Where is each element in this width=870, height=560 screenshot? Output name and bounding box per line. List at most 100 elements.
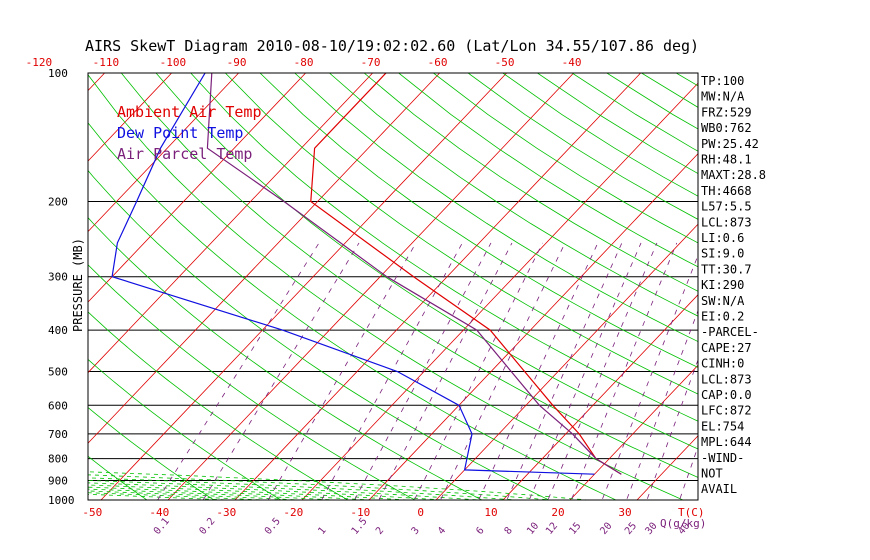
mixing-ratio-label: 12	[544, 521, 560, 537]
index-entry: CINH:0	[701, 357, 744, 371]
mixing-ratio-label: 25	[623, 521, 639, 537]
mixing-ratio-line	[506, 242, 623, 500]
mixing-ratio-label: 3	[410, 525, 422, 537]
mixing-ratio-label: 15	[567, 521, 583, 537]
mixing-ratio-line	[646, 358, 698, 500]
top-temp-tick-label: -60	[428, 56, 448, 69]
mixing-ratio-label: 10	[525, 521, 541, 537]
series-ambient-air-temp	[310, 73, 622, 475]
mixing-ratio-label: 8	[503, 525, 515, 537]
chart-title: AIRS SkewT Diagram 2010-08-10/19:02:02.6…	[85, 37, 699, 55]
mixing-ratio-label: 1.5	[350, 516, 370, 537]
index-entry: LCL:873	[701, 215, 752, 229]
dry-adiabat-line	[88, 311, 349, 500]
top-temp-tick-label: -80	[294, 56, 314, 69]
dry-adiabat-line	[190, 73, 698, 422]
pressure-tick-label: 200	[48, 196, 68, 209]
pressure-tick-label: 400	[48, 324, 68, 337]
mixing-ratio-line	[679, 445, 698, 500]
top-temp-tick-label: -40	[562, 56, 582, 69]
dry-adiabat-line	[746, 73, 870, 509]
bottom-temp-tick-label: 20	[551, 506, 564, 519]
bottom-temp-tick-label: -20	[283, 506, 303, 519]
dry-adiabat-line	[88, 217, 483, 500]
isotherm-line	[435, 223, 698, 500]
mixing-ratio-label: 0.2	[197, 516, 217, 537]
moist-adiabat-line	[88, 474, 556, 500]
isotherm-line	[88, 73, 373, 374]
isotherm-line	[167, 73, 574, 500]
plot-frame	[87, 72, 699, 501]
pressure-tick-label: 100	[48, 67, 68, 80]
dry-adiabat-line	[780, 73, 870, 509]
mixing-ratio-label: 4	[436, 525, 448, 537]
dry-adiabat-line	[294, 73, 698, 342]
top-temp-tick-label: -120	[26, 56, 53, 69]
index-entry: NOT	[701, 467, 723, 481]
x-axis-unit-label: T(C)	[678, 506, 705, 519]
dry-adiabat-line	[815, 73, 870, 509]
top-temp-tick-label: -110	[93, 56, 120, 69]
index-entry: MAXT:28.8	[701, 168, 766, 182]
isotherm-line	[234, 73, 641, 500]
mixing-ratio-line	[413, 242, 543, 500]
index-entry: EI:0.2	[701, 310, 744, 324]
mixing-ratio-line	[202, 242, 360, 500]
bottom-temp-tick-label: -50	[82, 506, 102, 519]
dry-adiabat-line	[433, 73, 698, 244]
index-entry: PW:25.42	[701, 137, 759, 151]
dry-adiabat-line	[88, 169, 550, 500]
index-entry: TT:30.7	[701, 262, 752, 276]
isotherm-line	[569, 364, 698, 500]
index-entry: MPL:644	[701, 435, 752, 449]
dry-adiabat-line	[88, 407, 215, 500]
moist-adiabat-line	[88, 490, 308, 500]
profile-curves	[111, 73, 622, 475]
top-temp-tick-label: -90	[227, 56, 247, 69]
index-entry: CAPE:27	[701, 341, 752, 355]
dry-adiabat-line	[850, 73, 870, 509]
dry-adiabat-line	[363, 73, 698, 292]
isotherm-line	[88, 73, 239, 233]
dry-adiabat-line	[88, 264, 416, 500]
dry-adiabat-line	[155, 73, 698, 450]
mixing-ratio-line	[440, 242, 566, 500]
isotherm-line	[838, 73, 870, 500]
mixing-ratio-line	[547, 242, 658, 500]
bottom-temp-tick-label: 30	[618, 506, 631, 519]
mixing-ratio-label: 30	[643, 521, 659, 537]
dry-adiabat-line	[259, 73, 698, 368]
bottom-temp-tick-label: 0	[417, 506, 424, 519]
isotherm-line	[771, 73, 870, 500]
index-entry: LCL:873	[701, 372, 752, 386]
index-entry: LFC:872	[701, 404, 752, 418]
bottom-temp-tick-label: -40	[149, 506, 169, 519]
isotherm-line	[0, 73, 38, 500]
legend-entry: Air Parcel Temp	[117, 145, 252, 163]
top-temp-tick-label: -100	[160, 56, 187, 69]
pressure-tick-label: 900	[48, 474, 68, 487]
index-entry: WB0:762	[701, 121, 752, 135]
index-entry: KI:290	[701, 278, 744, 292]
mixing-ratio-line	[157, 242, 320, 500]
dry-adiabat-line	[225, 73, 698, 395]
top-temp-tick-label: -50	[495, 56, 515, 69]
isotherm-line	[502, 294, 698, 500]
mixing-ratio-line	[267, 242, 417, 500]
mixing-ratio-line	[478, 242, 599, 500]
mixing-ratio-line	[528, 242, 642, 500]
dry-adiabat-line	[329, 73, 698, 317]
mixing-ratio-label: 2	[374, 525, 386, 537]
isotherm-line	[100, 73, 507, 500]
dry-adiabat-line	[467, 73, 698, 220]
dry-adiabat-line	[88, 358, 282, 500]
mixing-ratio-line	[626, 309, 698, 500]
bottom-temp-tick-label: -10	[350, 506, 370, 519]
index-entry: MW:N/A	[701, 90, 745, 104]
moist-adiabat-line	[88, 471, 592, 500]
dry-adiabat-line	[88, 74, 684, 500]
legend-entry: Ambient Air Temp	[117, 103, 262, 121]
isotherm-line	[88, 73, 306, 303]
